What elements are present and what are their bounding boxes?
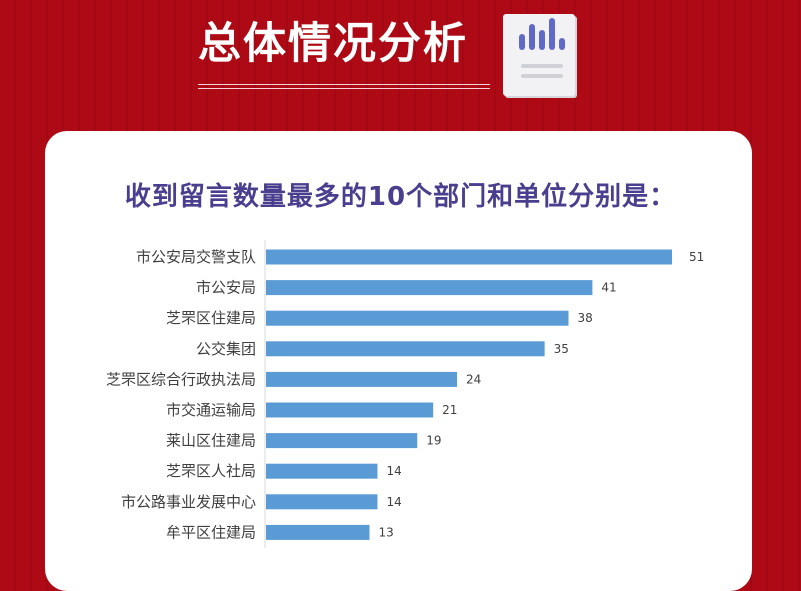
bar-chart: 市公安局交警支队 51 市公安局 41 芝罘区住建局 38 公交集团 35 芝罘区综合行政执法局… [106,240,704,548]
category-label: 芝罘区人社局 [166,462,256,480]
data-label: 41 [601,281,616,295]
chart-title: 收到留言数量最多的10个部门和单位分别是： [124,182,677,212]
bar [266,341,545,357]
category-label: 市公安局交警支队 [136,248,256,266]
category-label: 市公路事业发展中心 [121,493,256,511]
title-underline [198,84,490,85]
bar [266,494,378,510]
category-label: 市公安局 [196,279,256,297]
category-label: 芝罘区综合行政执法局 [106,370,256,388]
data-label: 38 [578,311,593,325]
title-underline-2 [198,88,490,89]
bar [266,433,418,449]
data-label: 14 [386,495,401,509]
bar [266,249,672,265]
data-label: 35 [554,342,569,356]
bar [266,402,434,418]
bar [266,310,569,326]
bar [266,280,593,296]
bar [266,463,378,479]
category-label: 莱山区住建局 [166,432,256,450]
content-card [45,131,752,591]
bar-chart-document-icon [503,14,575,96]
bar [266,371,458,387]
category-label: 市交通运输局 [166,401,256,419]
data-label: 19 [426,434,441,448]
data-label: 14 [386,464,401,478]
data-label: 13 [378,525,393,539]
bar [266,524,370,540]
data-label: 24 [466,372,481,386]
category-label: 公交集团 [196,340,256,358]
data-label: 51 [689,250,704,264]
category-label: 芝罘区住建局 [166,309,256,327]
page-title: 总体情况分析 [198,19,468,69]
data-label: 21 [442,403,457,417]
category-label: 牟平区住建局 [166,523,256,541]
